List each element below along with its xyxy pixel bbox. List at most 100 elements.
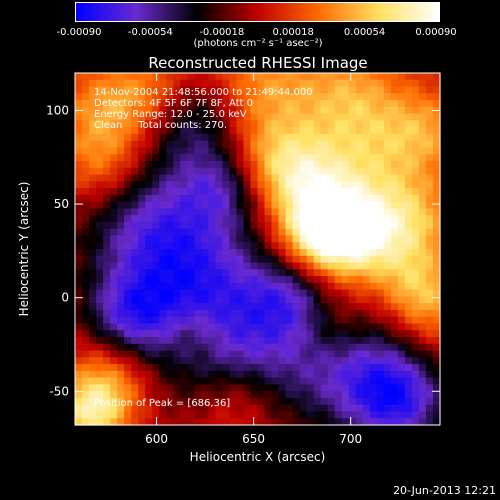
heatmap-cell: [306, 120, 315, 128]
heatmap-cell: [425, 330, 434, 338]
heatmap-cell: [313, 350, 322, 358]
heatmap-cell: [278, 161, 287, 169]
heatmap-cell: [369, 140, 378, 149]
heatmap-cell: [390, 215, 399, 223]
heatmap-cell: [131, 384, 139, 392]
heatmap-cell: [313, 316, 322, 325]
heatmap-cell: [383, 215, 392, 223]
heatmap-cell: [131, 255, 139, 264]
heatmap-cell: [397, 201, 406, 209]
heatmap-cell: [110, 330, 118, 338]
heatmap-cell: [404, 188, 413, 196]
x-axis-ticks: 600 650 700: [145, 73, 362, 446]
heatmap-cell: [138, 364, 146, 372]
heatmap-cell: [110, 106, 118, 115]
heatmap-cell: [117, 221, 125, 230]
heatmap-cell: [299, 370, 308, 379]
heatmap-cell: [348, 93, 357, 101]
heatmap-cell: [103, 154, 111, 162]
heatmap-cell: [124, 337, 132, 345]
heatmap-cell: [229, 303, 238, 311]
heatmap-cell: [201, 276, 209, 284]
heatmap-cell: [320, 194, 329, 203]
heatmap-cell: [306, 418, 315, 426]
heatmap-cell: [397, 106, 406, 115]
heatmap-cell: [285, 100, 294, 108]
heatmap-cell: [131, 391, 139, 399]
heatmap-cell: [159, 262, 167, 270]
heatmap-cell: [418, 201, 427, 209]
heatmap-cell: [418, 357, 427, 365]
heatmap-cell: [75, 364, 83, 372]
heatmap-cell: [285, 120, 294, 128]
heatmap-cell: [152, 397, 160, 406]
heatmap-cell: [187, 208, 195, 216]
heatmap-cell: [278, 100, 287, 108]
heatmap-cell: [383, 161, 392, 169]
heatmap-cell: [103, 161, 111, 169]
heatmap-cell: [103, 337, 111, 345]
heatmap-cell: [187, 343, 195, 352]
heatmap-cell: [75, 418, 83, 426]
heatmap-cell: [362, 289, 371, 297]
heatmap-cell: [215, 201, 223, 209]
heatmap-cell: [250, 242, 259, 250]
heatmap-cell: [236, 384, 245, 392]
heatmap-cell: [194, 181, 202, 189]
heatmap-cell: [131, 276, 139, 284]
heatmap-cell: [103, 221, 111, 230]
heatmap-cell: [82, 330, 90, 338]
heatmap-cell: [75, 262, 83, 270]
heatmap-cell: [229, 364, 238, 372]
heatmap-cell: [334, 113, 343, 121]
heatmap-cell: [313, 147, 322, 155]
heatmap-cell: [334, 269, 343, 277]
heatmap-cell: [152, 228, 160, 237]
heatmap-cell: [145, 86, 153, 94]
heatmap-cell: [418, 296, 427, 304]
heatmap-cell: [187, 262, 195, 270]
heatmap-cell: [138, 269, 146, 277]
heatmap-cell: [355, 303, 364, 311]
heatmap-cell: [334, 303, 343, 311]
heatmap-cell: [138, 106, 146, 115]
heatmap-cell: [418, 350, 427, 358]
heatmap-cell: [320, 262, 329, 270]
heatmap-cell: [96, 337, 104, 345]
heatmap-cell: [418, 127, 427, 135]
heatmap-cell: [362, 154, 371, 162]
heatmap-cell: [103, 174, 111, 182]
heatmap-cell: [348, 296, 357, 304]
heatmap-cell: [320, 208, 329, 216]
heatmap-cell: [390, 221, 399, 230]
heatmap-cell: [390, 120, 399, 128]
heatmap-cell: [131, 235, 139, 243]
heatmap-cell: [313, 106, 322, 115]
heatmap-cell: [180, 181, 188, 189]
heatmap-cell: [278, 249, 287, 257]
heatmap-cell: [299, 79, 308, 88]
heatmap-cell: [292, 194, 301, 203]
heatmap-cell: [75, 93, 83, 101]
heatmap-cell: [369, 262, 378, 270]
heatmap-cell: [201, 316, 209, 325]
heatmap-cell: [271, 397, 280, 406]
heatmap-cell: [194, 215, 202, 223]
heatmap-cell: [208, 303, 216, 311]
heatmap-cell: [348, 120, 357, 128]
heatmap-cell: [138, 120, 146, 128]
heatmap-cell: [327, 364, 336, 372]
heatmap-cell: [327, 296, 336, 304]
heatmap-cell: [82, 86, 90, 94]
heatmap-cell: [145, 100, 153, 108]
heatmap-cell: [236, 269, 245, 277]
heatmap-cell: [166, 188, 174, 196]
heatmap-cell: [250, 357, 259, 365]
heatmap-cell: [306, 127, 315, 135]
heatmap-cell: [159, 194, 167, 203]
heatmap-cell: [327, 357, 336, 365]
heatmap-cell: [110, 154, 118, 162]
heatmap-cell: [124, 411, 132, 419]
heatmap-cell: [376, 404, 385, 413]
heatmap-cell: [75, 113, 83, 121]
